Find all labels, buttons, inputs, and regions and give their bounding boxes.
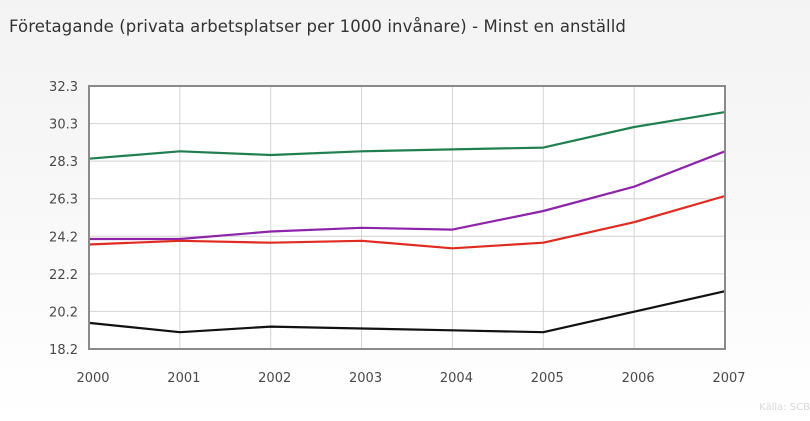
- x-tick-label: 2003: [349, 371, 382, 386]
- x-tick-label: 2007: [712, 371, 745, 386]
- x-tick-label: 2005: [531, 371, 564, 386]
- series-line: [88, 194, 726, 250]
- plot-background: [89, 86, 725, 349]
- x-axis-ticks: 2000 2001 2002 2003 2004 2005 2006 2007: [76, 371, 745, 386]
- y-tick-label: 22.2: [49, 268, 78, 283]
- series-line: [88, 111, 726, 160]
- series-lines: [88, 111, 726, 334]
- x-tick-label: 2004: [440, 371, 473, 386]
- series-line: [89, 150, 726, 241]
- y-tick-label: 30.3: [49, 118, 78, 133]
- y-tick-label: 32.3: [49, 80, 78, 95]
- x-tick-label: 2001: [167, 371, 200, 386]
- x-tick-label: 2002: [258, 371, 291, 386]
- source-note: Källa: SCB: [759, 402, 810, 413]
- y-tick-label: 18.2: [49, 343, 78, 358]
- x-tick-label: 2000: [76, 371, 109, 386]
- y-tick-label: 20.2: [49, 305, 78, 320]
- y-tick-label: 26.3: [49, 193, 78, 208]
- y-tick-label: 24.2: [49, 230, 78, 245]
- plot-border: [88, 85, 726, 350]
- x-tick-label: 2006: [622, 371, 655, 386]
- y-tick-label: 28.3: [49, 155, 78, 170]
- chart-title: Företagande (privata arbetsplatser per 1…: [9, 17, 627, 36]
- series-line: [88, 290, 726, 334]
- y-axis-ticks: 32.3 30.3 28.3 26.3 24.2 22.2 20.2 18.2: [49, 80, 78, 358]
